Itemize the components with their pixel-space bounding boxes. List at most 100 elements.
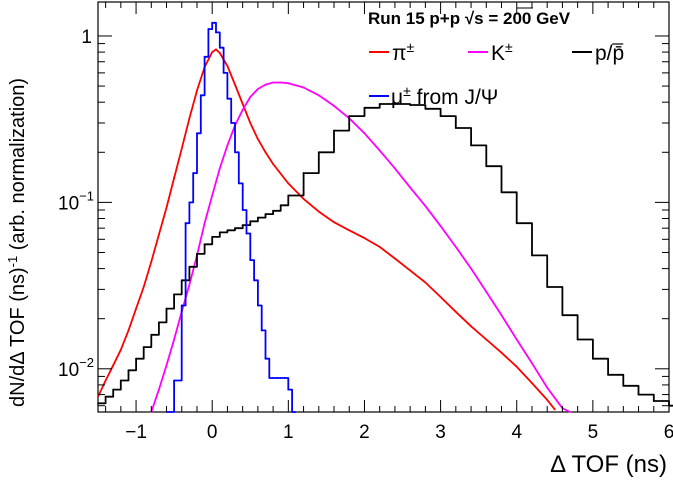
data-point: [348, 115, 351, 117]
data-point: [264, 83, 267, 86]
data-point: [454, 246, 457, 248]
data-point: [211, 21, 214, 24]
data-point: [264, 213, 267, 216]
data-point: [203, 55, 206, 58]
data-point: [196, 132, 198, 135]
data-point: [119, 348, 122, 351]
data-point: [439, 296, 442, 298]
data-point: [173, 379, 176, 382]
data-point: [237, 182, 240, 185]
data-point: [561, 314, 564, 317]
data-point: [500, 351, 503, 354]
data-point: [283, 377, 286, 379]
data-point: [515, 338, 518, 341]
data-point: [279, 204, 282, 207]
data-point: [546, 386, 549, 389]
data-point: [378, 103, 381, 105]
data-point: [363, 106, 366, 109]
legend-label-muon: μ± from J/Ψ: [391, 83, 498, 109]
legend-label-proton: p/p̄: [595, 42, 624, 65]
data-point: [188, 265, 191, 268]
data-point: [203, 243, 206, 246]
data-point: [470, 267, 472, 270]
data-point: [196, 89, 198, 92]
data-point: [234, 83, 236, 86]
data-point: [622, 384, 625, 387]
data-point: [215, 31, 217, 34]
legend-label-pion: π±: [392, 39, 415, 65]
data-point: [158, 388, 160, 391]
data-point: [199, 94, 202, 97]
y-axis-title-suffix: (arb. normalization): [7, 78, 29, 256]
data-point: [119, 379, 122, 382]
series-muon: [165, 21, 296, 413]
data-point: [546, 399, 549, 401]
data-point: [127, 329, 130, 332]
data-point: [531, 362, 533, 365]
legend-item-proton: p/p̄: [572, 42, 624, 65]
data-point: [485, 290, 488, 293]
series-proton: [97, 103, 673, 407]
x-tick-label: 3: [435, 422, 446, 443]
data-point: [112, 388, 115, 391]
data-point: [485, 165, 488, 168]
data-point: [180, 279, 183, 282]
data-point: [652, 400, 655, 402]
data-point: [287, 82, 290, 85]
y-axis-title-exp: -1: [5, 256, 20, 268]
data-point: [173, 338, 176, 341]
energy-label: = 200 GeV: [484, 9, 571, 28]
data-point: [245, 232, 248, 235]
data-point: [256, 216, 259, 219]
data-point: [409, 269, 412, 272]
data-point: [439, 115, 442, 117]
data-point: [569, 411, 571, 413]
x-tick-label: 1: [283, 422, 294, 443]
data-point: [515, 222, 518, 225]
data-point: [241, 103, 244, 105]
data-point: [500, 191, 503, 194]
x-tick-label: −1: [125, 422, 147, 443]
data-point: [241, 108, 244, 111]
data-point: [226, 65, 229, 67]
data-point: [268, 377, 271, 379]
data-point: [272, 209, 275, 212]
data-point: [249, 122, 252, 124]
data-point: [218, 167, 221, 170]
data-point: [409, 104, 412, 106]
data-point: [454, 127, 457, 129]
data-point: [279, 81, 282, 84]
data-point: [226, 97, 229, 100]
data-point: [241, 209, 244, 211]
data-point: [424, 281, 427, 284]
data-point: [607, 373, 609, 376]
data-point: [218, 46, 221, 49]
data-point: [256, 88, 259, 90]
data-point: [317, 151, 320, 154]
x-tick-label: 6: [664, 422, 673, 443]
data-point: [97, 402, 99, 405]
data-point: [409, 186, 412, 189]
series-layer: [97, 21, 673, 413]
data-point: [576, 338, 579, 341]
y-tick-label: 1: [81, 27, 92, 48]
data-point: [207, 28, 210, 30]
data-point: [165, 364, 168, 367]
data-point: [218, 231, 221, 234]
series-line: [166, 21, 296, 413]
data-point: [394, 257, 396, 260]
data-point: [97, 395, 99, 398]
data-point: [180, 304, 183, 307]
data-point: [287, 182, 290, 185]
data-point: [272, 163, 275, 165]
data-point: [165, 206, 168, 209]
data-point: [378, 149, 381, 152]
data-point: [222, 71, 225, 74]
y-tick-label: 10−1: [58, 188, 94, 214]
data-point: [378, 246, 381, 248]
data-point: [531, 254, 533, 257]
y-axis-title: dN/dΔ TOF (ns)-1 (arb. normalization): [5, 78, 29, 407]
x-tick-label: 4: [511, 422, 522, 443]
data-point: [260, 329, 263, 332]
data-point: [211, 236, 214, 238]
